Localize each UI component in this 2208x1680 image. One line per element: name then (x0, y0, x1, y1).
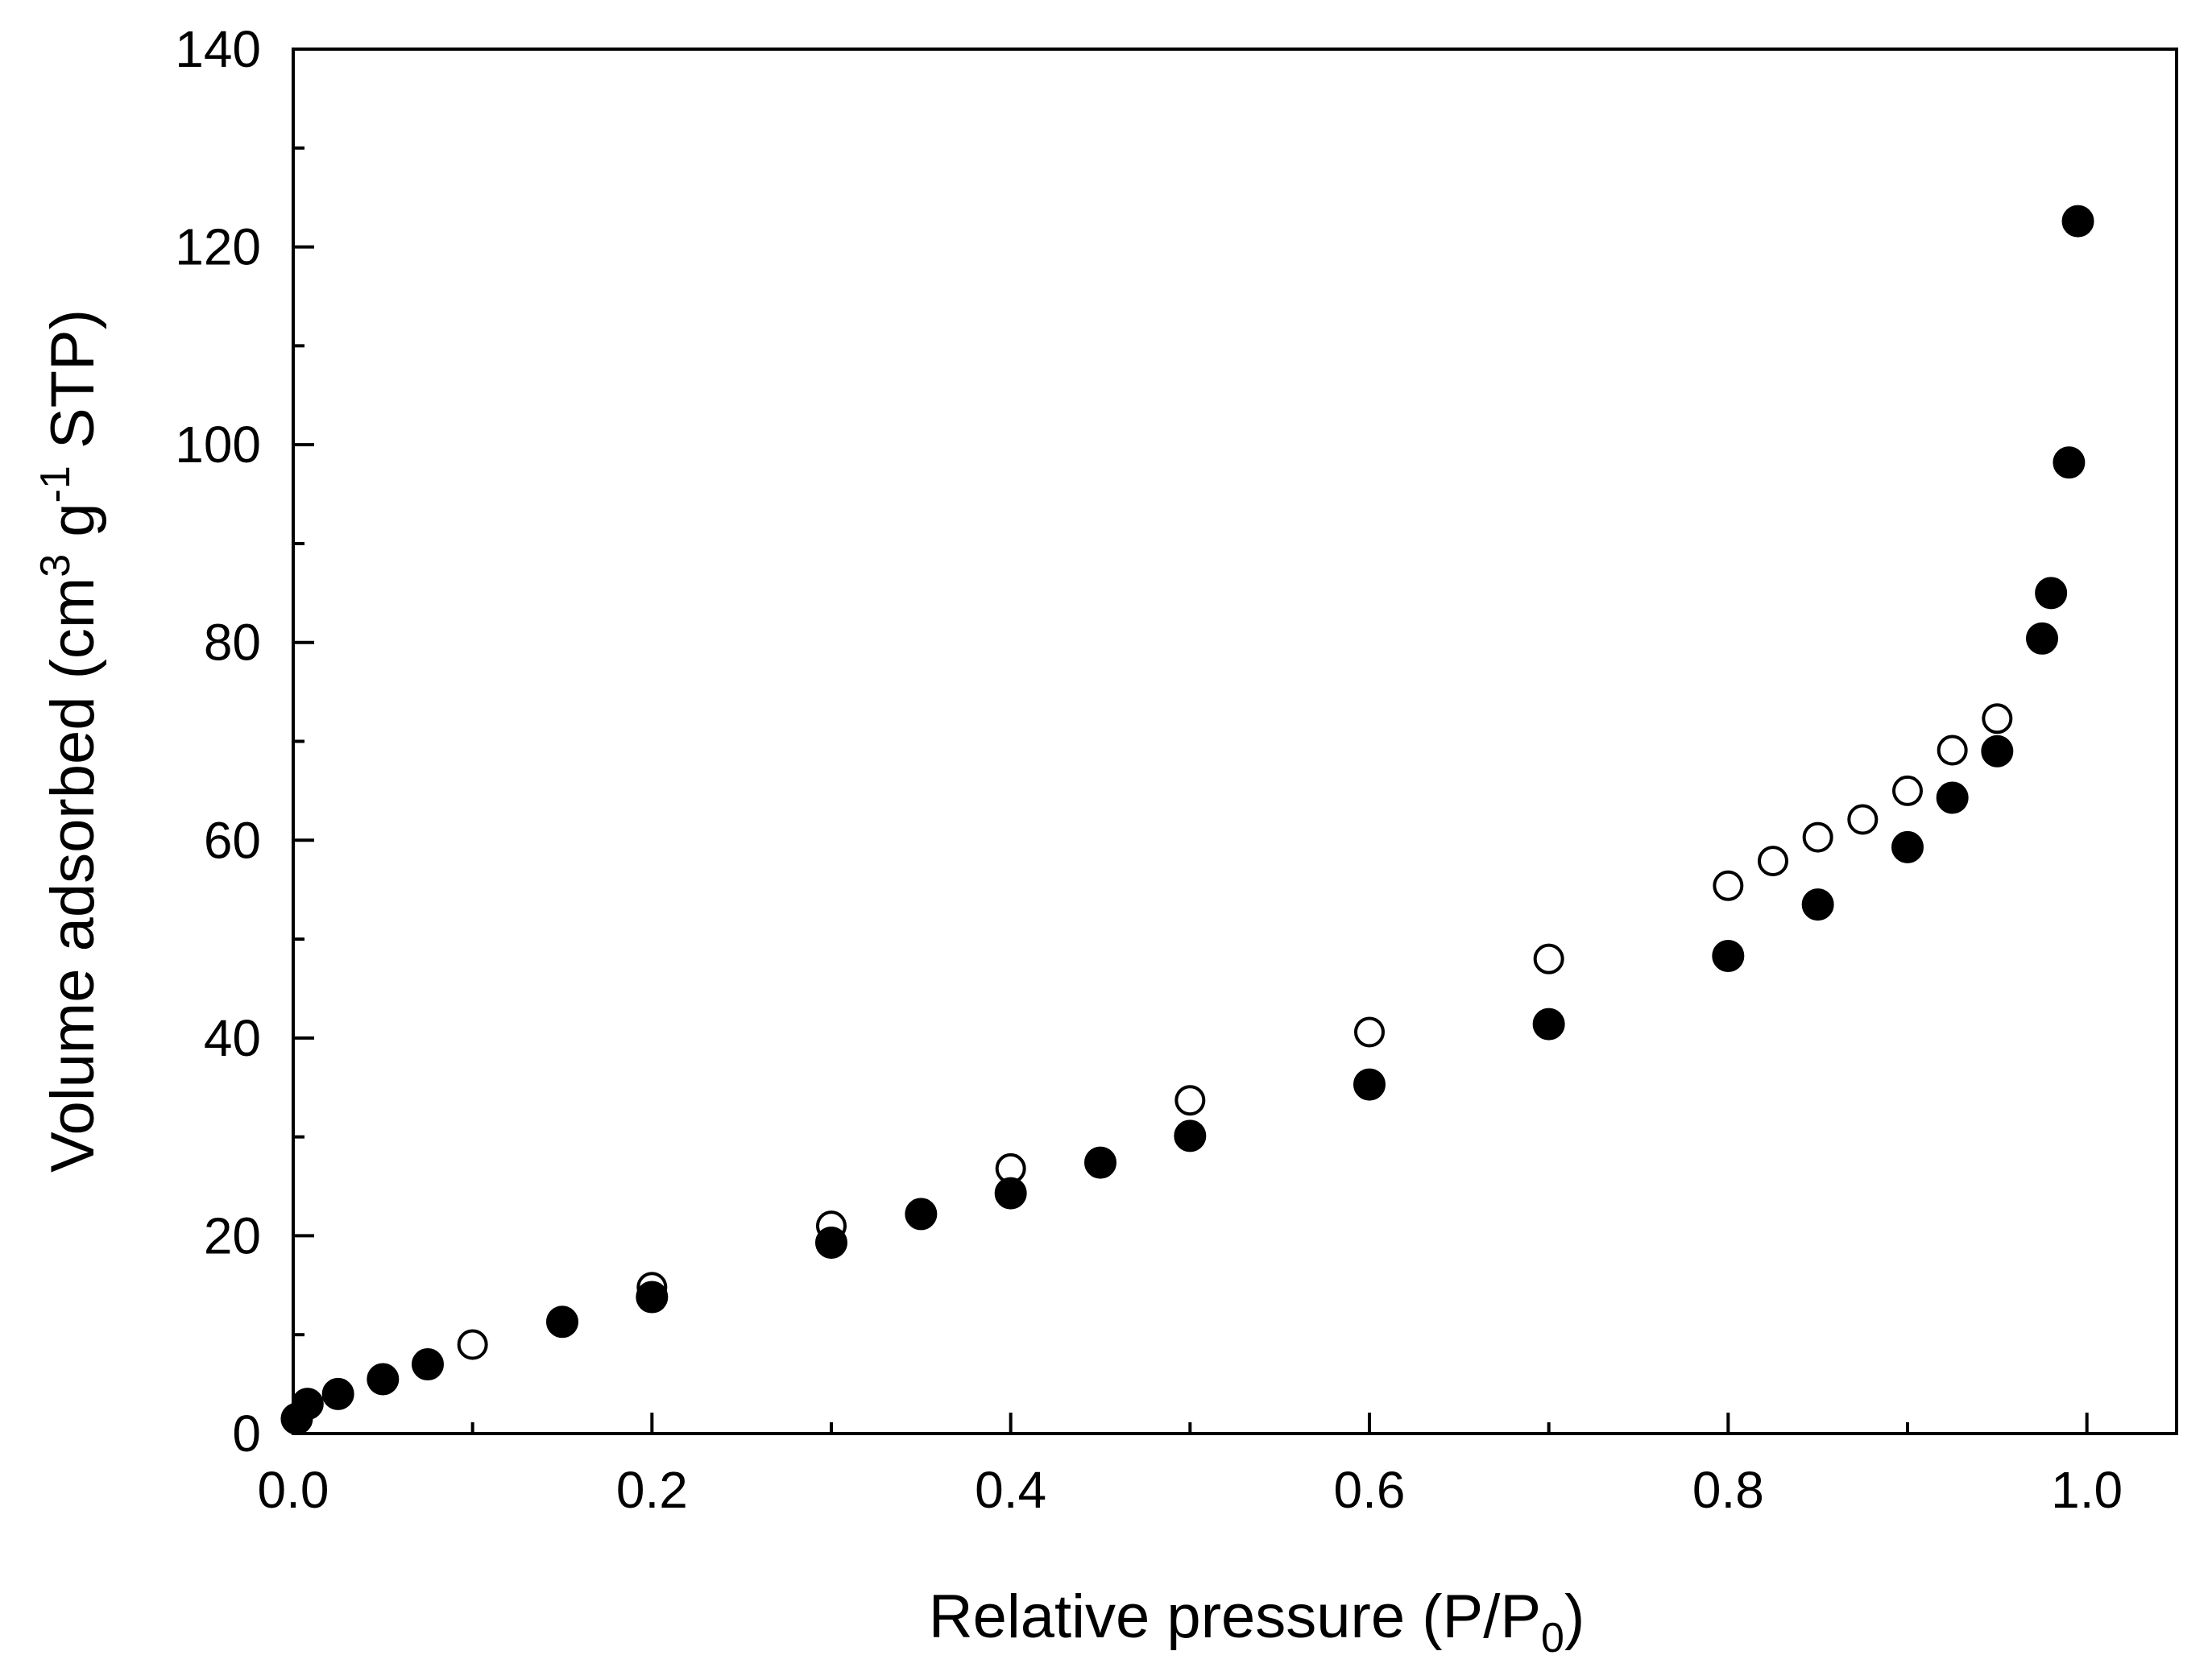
desorption-point (1174, 1085, 1206, 1116)
adsorption-point (2053, 446, 2086, 479)
adsorption-point (291, 1388, 324, 1421)
plot-frame (292, 48, 2178, 1435)
adsorption-point (2035, 577, 2068, 610)
y-tick-label: 20 (204, 1206, 261, 1264)
adsorption-series (280, 205, 2094, 1435)
x-axis-ticks: 0.0 0.2 0.4 0.6 0.8 1.0 (258, 1413, 2123, 1519)
desorption-point (1982, 703, 2013, 734)
x-tick-label: 0.8 (1692, 1461, 1764, 1519)
adsorption-point (905, 1198, 938, 1231)
y-tick-label: 80 (204, 614, 261, 672)
y-axis-title: Volume adsorbed (cm3 g-1 STP) (32, 309, 107, 1173)
adsorption-point (412, 1348, 444, 1381)
adsorption-point (321, 1377, 354, 1410)
desorption-point (457, 1329, 488, 1360)
x-tick-label: 0.6 (1334, 1461, 1406, 1519)
x-axis-title: Relative pressure (P/P0) (929, 1583, 1585, 1661)
adsorption-point (546, 1306, 578, 1339)
y-tick-label: 100 (175, 416, 261, 474)
adsorption-point (1891, 830, 1924, 863)
adsorption-point (1532, 1008, 1565, 1041)
desorption-point (1713, 870, 1744, 901)
desorption-point (1533, 943, 1564, 974)
adsorption-point (1174, 1119, 1207, 1152)
desorption-point (1802, 821, 1833, 853)
adsorption-point (2061, 205, 2094, 238)
y-axis-ticks: 0 20 40 60 80 100 120 140 (175, 20, 314, 1463)
adsorption-point (1936, 781, 1969, 814)
desorption-point (1758, 846, 1788, 877)
adsorption-point (1712, 939, 1745, 972)
adsorption-point (815, 1227, 847, 1260)
x-tick-label: 1.0 (2051, 1461, 2123, 1519)
y-tick-label: 40 (204, 1009, 261, 1067)
adsorption-point (636, 1281, 669, 1314)
adsorption-point (2026, 622, 2058, 655)
y-tick-label: 60 (204, 811, 261, 869)
desorption-point (1892, 775, 1923, 806)
adsorption-point (367, 1363, 400, 1396)
desorption-point (1847, 804, 1879, 835)
desorption-point (1937, 734, 1968, 766)
desorption-point (1354, 1016, 1385, 1048)
adsorption-point (1084, 1146, 1116, 1179)
adsorption-point (1981, 734, 2014, 768)
y-tick-label: 0 (232, 1405, 261, 1463)
y-tick-label: 140 (175, 20, 261, 78)
y-tick-label: 120 (175, 218, 261, 276)
x-tick-label: 0.0 (258, 1461, 329, 1519)
adsorption-point (994, 1177, 1027, 1210)
desorption-series (457, 703, 2013, 1360)
adsorption-point (1801, 888, 1834, 921)
adsorption-point (1353, 1068, 1386, 1101)
x-tick-label: 0.2 (616, 1461, 688, 1519)
x-tick-label: 0.4 (975, 1461, 1046, 1519)
